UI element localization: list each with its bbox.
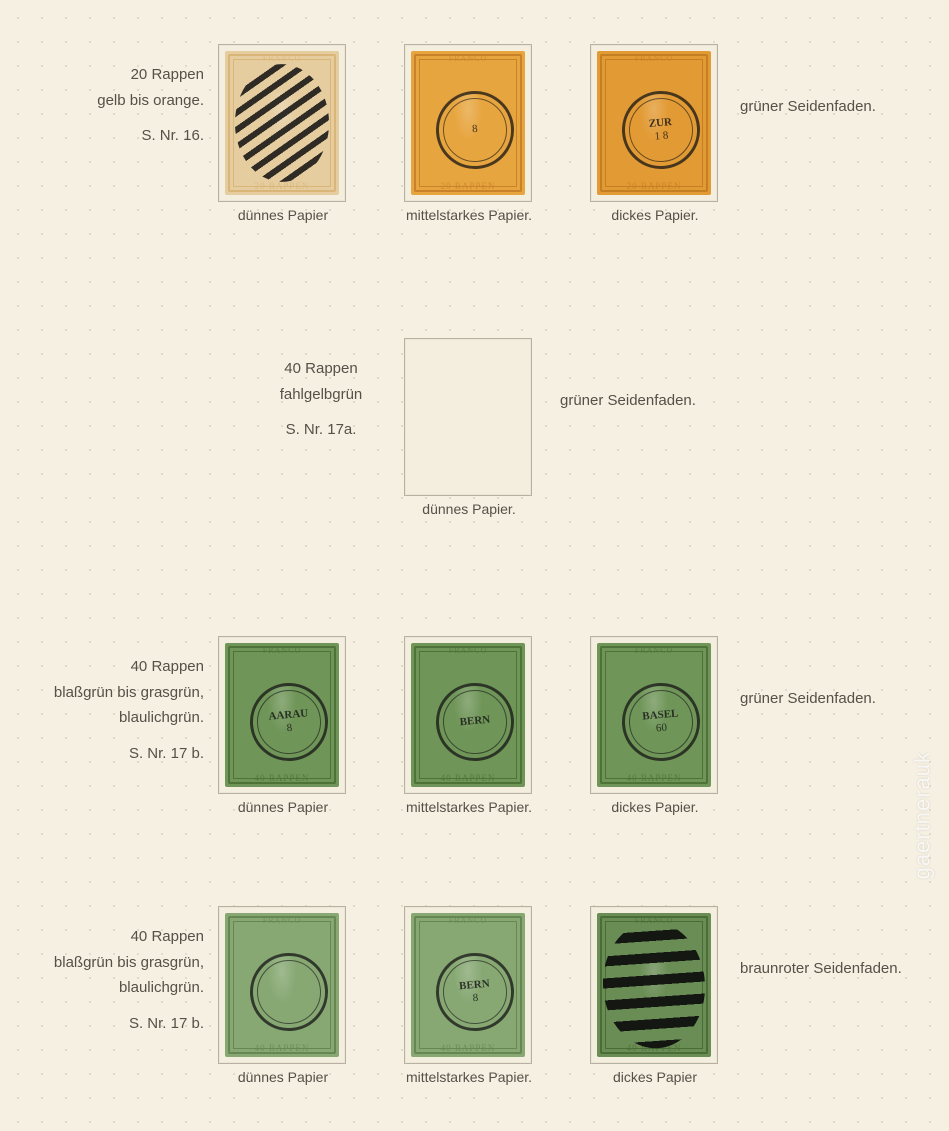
label-line: S. Nr. 16. — [34, 123, 204, 149]
label-line: blaulichgrün. — [34, 705, 204, 731]
label-line: blaßgrün bis grasgrün, — [34, 680, 204, 706]
label-line: blaßgrün bis grasgrün, — [34, 950, 204, 976]
stamp-image: FRANCO20 RAPPENZUR1 8 — [597, 51, 711, 195]
stamp-denom: 40 RAPPEN — [411, 773, 525, 783]
row-left-label: 40 Rappenblaßgrün bis grasgrün,blaulichg… — [34, 924, 204, 1036]
label-line: fahlgelbgrün — [256, 382, 386, 408]
album-row: 40 Rappenblaßgrün bis grasgrün,blaulichg… — [0, 636, 949, 836]
slot-caption: mittelstarkes Papier. — [389, 207, 549, 223]
row-left-label: 40 Rappenfahlgelbgrün S. Nr. 17a. — [256, 356, 386, 443]
stamp-denom: 20 RAPPEN — [225, 181, 339, 191]
stamp-franco: FRANCO — [225, 646, 339, 655]
row-left-label: 40 Rappenblaßgrün bis grasgrün,blaulichg… — [34, 654, 204, 766]
slot-caption: mittelstarkes Papier. — [389, 799, 549, 815]
album-row: 40 Rappenblaßgrün bis grasgrün,blaulichg… — [0, 906, 949, 1106]
row-right-label: grüner Seidenfaden. — [740, 98, 930, 115]
stamp-image: FRANCO 40 RAPPEN — [225, 913, 339, 1057]
slot-caption: dickes Papier — [575, 1069, 735, 1085]
label-line: S. Nr. 17 b. — [34, 741, 204, 767]
stamp-slot: mittelstarkes Papier.FRANCO40 RAPPENBERN — [404, 636, 532, 794]
stamp-slot: dünnes PapierFRANCO40 RAPPENAARAU8 — [218, 636, 346, 794]
slot-caption: dünnes Papier. — [389, 501, 549, 517]
label-line: blaulichgrün. — [34, 975, 204, 1001]
slot-caption: dickes Papier. — [575, 799, 735, 815]
slot-caption: dünnes Papier — [203, 1069, 363, 1085]
stamp-franco: FRANCO — [597, 646, 711, 655]
stamp-denom: 40 RAPPEN — [225, 1043, 339, 1053]
stamp-image: FRANCO40 RAPPENBERN8 — [411, 913, 525, 1057]
stamp-image: FRANCO20 RAPPEN8 — [411, 51, 525, 195]
stamp-slot: dickes PapierFRANCO40 RAPPEN — [590, 906, 718, 1064]
label-line: S. Nr. 17 b. — [34, 1011, 204, 1037]
album-row: 40 Rappenfahlgelbgrün S. Nr. 17a. grüner S… — [0, 338, 949, 538]
stamp-slot: mittelstarkes Papier.FRANCO40 RAPPENBERN… — [404, 906, 532, 1064]
stamp-franco: FRANCO — [411, 54, 525, 63]
stamp-franco: FRANCO — [597, 54, 711, 63]
stamp-denom: 20 RAPPEN — [411, 181, 525, 191]
stamp-denom: 40 RAPPEN — [597, 773, 711, 783]
row-right-label: grüner Seidenfaden. — [560, 392, 750, 409]
row-left-label: 20 Rappengelb bis orange. S. Nr. 16. — [34, 62, 204, 149]
slot-caption: mittelstarkes Papier. — [389, 1069, 549, 1085]
slot-caption: dickes Papier. — [575, 207, 735, 223]
stamp-image: FRANCO 20 RAPPEN — [225, 51, 339, 195]
stamp-slot: dickes Papier.FRANCO40 RAPPENBASEL60 — [590, 636, 718, 794]
stamp-slot: mittelstarkes Papier.FRANCO20 RAPPEN8 — [404, 44, 532, 202]
stamp-denom: 20 RAPPEN — [597, 181, 711, 191]
stamp-image: FRANCO40 RAPPENBASEL60 — [597, 643, 711, 787]
stamp-denom: 40 RAPPEN — [225, 773, 339, 783]
stamp-slot: dünnes PapierFRANCO20 RAPPEN — [218, 44, 346, 202]
label-line: gelb bis orange. — [34, 88, 204, 114]
stamp-image: FRANCO40 RAPPENBERN — [411, 643, 525, 787]
label-line: 40 Rappen — [34, 654, 204, 680]
stamp-slot: dickes Papier.FRANCO20 RAPPENZUR1 8 — [590, 44, 718, 202]
row-right-label: braunroter Seidenfaden. — [740, 960, 930, 977]
stamp-slot: dünnes Papier. — [404, 338, 532, 496]
stamp-franco: FRANCO — [411, 916, 525, 925]
stamp-image: FRANCO40 RAPPEN — [597, 913, 711, 1057]
stamp-denom: 40 RAPPEN — [411, 1043, 525, 1053]
slot-caption: dünnes Papier — [203, 207, 363, 223]
stamp-franco: FRANCO — [225, 916, 339, 925]
stamp-franco: FRANCO — [225, 54, 339, 63]
stamp-franco: FRANCO — [411, 646, 525, 655]
album-row: 20 Rappengelb bis orange. S. Nr. 16. grüne… — [0, 44, 949, 244]
stamp-image: FRANCO40 RAPPENAARAU8 — [225, 643, 339, 787]
label-line: 40 Rappen — [256, 356, 386, 382]
row-right-label: grüner Seidenfaden. — [740, 690, 930, 707]
stamp-slot: dünnes PapierFRANCO40 RAPPEN — [218, 906, 346, 1064]
slot-caption: dünnes Papier — [203, 799, 363, 815]
label-line: 20 Rappen — [34, 62, 204, 88]
label-line: 40 Rappen — [34, 924, 204, 950]
label-line: S. Nr. 17a. — [256, 417, 386, 443]
